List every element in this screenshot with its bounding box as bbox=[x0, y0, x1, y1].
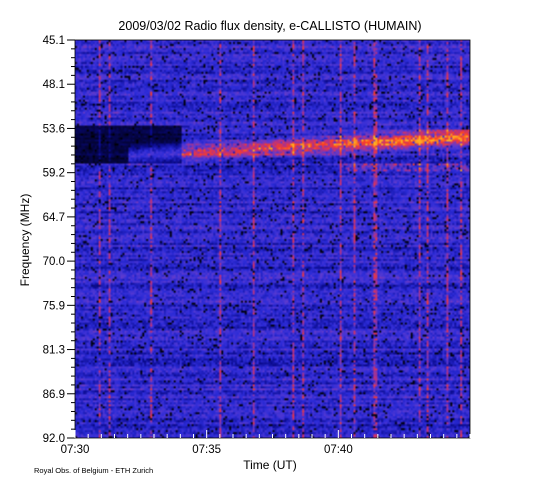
x-tick-label: 07:40 bbox=[324, 444, 353, 456]
y-tick-label: 59.2 bbox=[43, 168, 65, 180]
y-tick-label: 81.3 bbox=[43, 345, 65, 357]
x-tick-label: 07:35 bbox=[192, 444, 221, 456]
spectrogram-plot-area bbox=[74, 39, 471, 439]
y-tick-label: 70.0 bbox=[43, 256, 65, 268]
y-tick-label: 86.9 bbox=[43, 389, 65, 401]
spectrogram-image bbox=[75, 40, 470, 438]
x-axis-label: Time (UT) bbox=[243, 458, 297, 472]
y-axis-label: Frequency (MHz) bbox=[18, 194, 32, 287]
y-tick-label: 53.6 bbox=[43, 123, 65, 135]
chart-title: 2009/03/02 Radio flux density, e-CALLIST… bbox=[118, 19, 421, 33]
x-tick-label: 07:30 bbox=[61, 444, 90, 456]
y-tick-label: 92.0 bbox=[43, 433, 65, 445]
credit-text: Royal Obs. of Belgium - ETH Zurich bbox=[34, 466, 154, 475]
y-tick-label: 45.1 bbox=[43, 35, 65, 47]
y-tick-label: 64.7 bbox=[43, 212, 65, 224]
y-axis: 45.1 48.1 53.6 59.2 64.7 70.0 75.9 81.3 86.9 92.0 bbox=[43, 35, 75, 445]
y-tick-label: 48.1 bbox=[43, 79, 65, 91]
y-tick-label: 75.9 bbox=[43, 300, 65, 312]
x-axis: 07:30 07:35 07:40 bbox=[61, 430, 471, 456]
